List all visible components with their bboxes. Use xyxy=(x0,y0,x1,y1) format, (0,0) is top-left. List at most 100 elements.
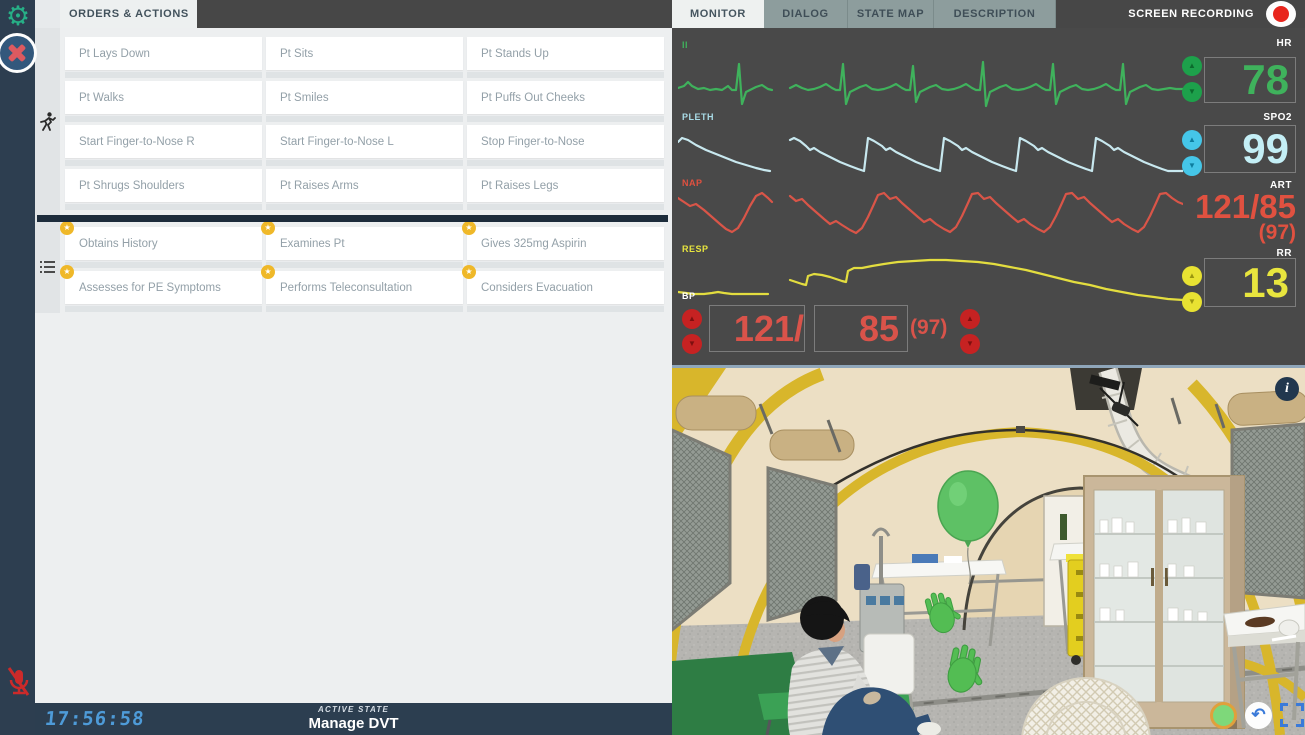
patient-actions-icon xyxy=(39,112,56,137)
patient-jeans xyxy=(822,687,919,735)
arterial-waveform xyxy=(678,191,1183,235)
avatar-marker-button[interactable] xyxy=(1210,702,1237,729)
action-pt-smiles[interactable]: Pt Smiles xyxy=(266,81,463,122)
pleth-label: PLETH xyxy=(682,112,715,122)
bp-label: BP xyxy=(682,291,696,301)
settings-gear-icon[interactable]: ⚙ xyxy=(5,1,31,31)
hr-down-button[interactable]: ▼ xyxy=(1182,82,1202,102)
right-tab-bar: MONITOR DIALOG STATE MAP DESCRIPTION SCR… xyxy=(672,0,1305,28)
hr-value: 78 xyxy=(1204,57,1296,103)
tourniquet-item xyxy=(1245,616,1275,628)
orders-list-icon xyxy=(40,260,55,279)
tent-scene xyxy=(672,368,1305,735)
bp-diastolic-value: 85 xyxy=(814,305,908,352)
section-icon-strip xyxy=(35,28,60,313)
nap-label: NAP xyxy=(682,178,703,188)
hr-up-button[interactable]: ▲ xyxy=(1182,56,1202,76)
microphone-muted-icon[interactable] xyxy=(5,666,31,698)
tab-orders-and-actions[interactable]: ORDERS & ACTIONS xyxy=(60,0,197,28)
spo2-value: 99 xyxy=(1204,125,1296,173)
info-button[interactable]: i xyxy=(1275,377,1299,401)
action-start-finger-to-nose-r[interactable]: Start Finger-to-Nose R xyxy=(65,125,262,166)
spo2-down-button[interactable]: ▼ xyxy=(1182,156,1202,176)
bp-systolic-value: 121/ xyxy=(709,305,805,352)
action-start-finger-to-nose-l[interactable]: Start Finger-to-Nose L xyxy=(266,125,463,166)
left-sidebar: ⚙ xyxy=(0,0,35,735)
action-pt-stands-up[interactable]: Pt Stands Up xyxy=(467,37,664,78)
tab-bar-filler xyxy=(197,0,672,28)
action-pt-lays-down[interactable]: Pt Lays Down xyxy=(65,37,262,78)
resp-label: RESP xyxy=(682,244,709,254)
star-icon: ★ xyxy=(60,265,74,279)
spo2-up-button[interactable]: ▲ xyxy=(1182,130,1202,150)
star-icon: ★ xyxy=(261,265,275,279)
bvm-bag xyxy=(1278,619,1300,637)
star-icon: ★ xyxy=(462,265,476,279)
order-performs-teleconsultation[interactable]: ★ Performs Teleconsultation xyxy=(261,265,463,312)
exam-table-right xyxy=(1223,603,1305,729)
pleth-waveform xyxy=(678,136,1183,173)
screen-recording-zone: SCREEN RECORDING xyxy=(1056,0,1305,28)
bp-dia-up-button[interactable]: ▲ xyxy=(960,309,980,329)
action-pt-walks[interactable]: Pt Walks xyxy=(65,81,262,122)
record-icon xyxy=(1273,6,1289,22)
orders-actions-panel: Pt Lays Down Pt Sits Pt Stands Up Pt Wal… xyxy=(60,28,672,703)
tab-dialog[interactable]: DIALOG xyxy=(764,0,848,28)
left-tab-bar: ORDERS & ACTIONS xyxy=(35,0,672,28)
bp-sys-down-button[interactable]: ▼ xyxy=(682,334,702,354)
record-button[interactable] xyxy=(1266,1,1296,27)
action-pt-sits[interactable]: Pt Sits xyxy=(266,37,463,78)
rr-down-button[interactable]: ▼ xyxy=(1182,292,1202,312)
action-pt-shrugs-shoulders[interactable]: Pt Shrugs Shoulders xyxy=(65,169,262,210)
active-state-block: ACTIVE STATE Manage DVT xyxy=(35,705,672,732)
order-assesses-pe-symptoms[interactable]: ★ Assesses for PE Symptoms xyxy=(60,265,262,312)
rr-up-button[interactable]: ▲ xyxy=(1182,266,1202,286)
green-balloon[interactable] xyxy=(937,470,999,585)
woven-fan xyxy=(1021,677,1151,735)
tab-state-map[interactable]: STATE MAP xyxy=(848,0,934,28)
tab-monitor[interactable]: MONITOR xyxy=(672,0,764,28)
status-bar: 17:56:58 ACTIVE STATE Manage DVT xyxy=(35,703,672,735)
wall-hooks xyxy=(758,397,1226,453)
order-gives-aspirin[interactable]: ★ Gives 325mg Aspirin xyxy=(462,221,664,268)
art-label: ART xyxy=(1269,180,1292,191)
screen-recording-label: SCREEN RECORDING xyxy=(1128,8,1254,20)
hr-label: HR xyxy=(1276,38,1292,49)
section-divider xyxy=(37,215,668,222)
bp-dia-down-button[interactable]: ▼ xyxy=(960,334,980,354)
star-icon: ★ xyxy=(462,221,476,235)
patient-actions-grid: Pt Lays Down Pt Sits Pt Stands Up Pt Wal… xyxy=(65,37,664,210)
order-obtains-history[interactable]: ★ Obtains History xyxy=(60,221,262,268)
fullscreen-button[interactable] xyxy=(1280,703,1304,727)
order-considers-evacuation[interactable]: ★ Considers Evacuation xyxy=(462,265,664,312)
simulation-3d-viewport[interactable]: i ↶ xyxy=(672,365,1305,735)
vitals-monitor: II PLETH NAP RESP HR ▲ ▼ 78 SPO2 ▲ ▼ 99 … xyxy=(672,28,1305,365)
rr-label: RR xyxy=(1276,248,1292,259)
order-examines-pt[interactable]: ★ Examines Pt xyxy=(261,221,463,268)
green-glove-2[interactable] xyxy=(945,643,990,697)
action-pt-raises-arms[interactable]: Pt Raises Arms xyxy=(266,169,463,210)
rr-value: 13 xyxy=(1204,258,1296,307)
art-value: 121/85 xyxy=(1195,188,1296,225)
art-mean-value: (97) xyxy=(1258,221,1296,244)
bp-sys-up-button[interactable]: ▲ xyxy=(682,309,702,329)
tab-description[interactable]: DESCRIPTION xyxy=(934,0,1056,28)
star-icon: ★ xyxy=(60,221,74,235)
ecg-waveform xyxy=(678,60,1183,108)
ecg-lead-label: II xyxy=(682,40,689,50)
patient-avatar[interactable] xyxy=(787,596,941,735)
action-pt-puffs-out-cheeks[interactable]: Pt Puffs Out Cheeks xyxy=(467,81,664,122)
resp-waveform xyxy=(678,258,1183,302)
active-state-label: ACTIVE STATE xyxy=(318,705,389,714)
mesh-window-left-1 xyxy=(672,395,757,632)
star-icon: ★ xyxy=(261,221,275,235)
action-pt-raises-legs[interactable]: Pt Raises Legs xyxy=(467,169,664,210)
close-session-button[interactable] xyxy=(0,33,37,73)
action-stop-finger-to-nose[interactable]: Stop Finger-to-Nose xyxy=(467,125,664,166)
green-glove-1[interactable] xyxy=(924,588,965,636)
spo2-label: SPO2 xyxy=(1263,112,1292,123)
orders-grid: ★ Obtains History ★ Examines Pt ★ Gives … xyxy=(60,221,664,312)
undo-view-button[interactable]: ↶ xyxy=(1245,702,1272,729)
bp-mean-value: (97) xyxy=(910,316,948,339)
active-state-value: Manage DVT xyxy=(308,715,399,732)
